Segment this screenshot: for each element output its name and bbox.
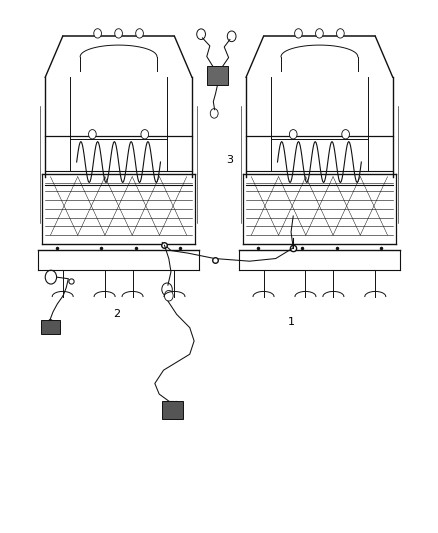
- Circle shape: [290, 130, 297, 139]
- Text: 3: 3: [226, 155, 233, 165]
- Text: 2: 2: [113, 309, 120, 319]
- Text: 1: 1: [287, 317, 294, 327]
- Circle shape: [94, 29, 102, 38]
- FancyBboxPatch shape: [41, 320, 60, 334]
- Circle shape: [136, 29, 143, 38]
- Circle shape: [88, 130, 96, 139]
- Circle shape: [115, 29, 123, 38]
- FancyBboxPatch shape: [162, 401, 183, 419]
- Circle shape: [342, 130, 350, 139]
- Circle shape: [315, 29, 323, 38]
- FancyBboxPatch shape: [207, 66, 228, 85]
- Circle shape: [164, 290, 173, 301]
- Circle shape: [141, 130, 148, 139]
- Circle shape: [162, 283, 172, 296]
- Circle shape: [197, 29, 205, 39]
- Circle shape: [227, 31, 236, 42]
- Circle shape: [295, 29, 302, 38]
- Circle shape: [336, 29, 344, 38]
- Circle shape: [210, 109, 218, 118]
- Circle shape: [45, 270, 57, 284]
